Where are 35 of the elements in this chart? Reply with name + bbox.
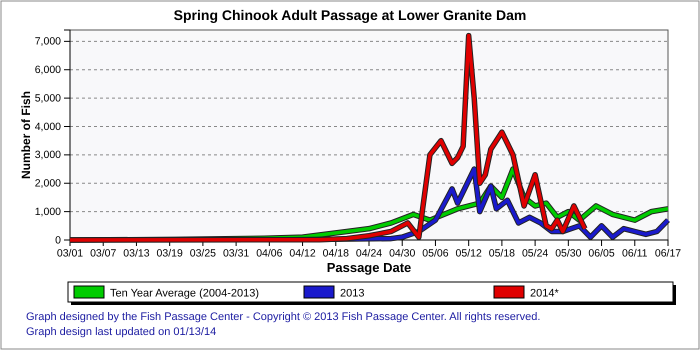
x-tick-label: 03/25 bbox=[190, 247, 216, 260]
x-tick-label: 05/06 bbox=[422, 247, 449, 260]
x-tick-label: 04/30 bbox=[389, 247, 416, 260]
x-axis-title: Passage Date bbox=[326, 260, 412, 275]
y-tick-label: 5,000 bbox=[34, 92, 62, 104]
y-tick-label: 6,000 bbox=[34, 64, 62, 76]
x-tick-label: 03/19 bbox=[156, 247, 183, 260]
x-tick-label: 05/24 bbox=[522, 247, 548, 260]
text: Graph designed by the Fish Passage Center - Copyright © 2013 Fish Passage Center. All rights reserved. bbox=[26, 311, 540, 323]
y-tick-label: 0 bbox=[55, 234, 62, 246]
y-tick-label: 1,000 bbox=[34, 206, 62, 218]
x-tick-label: 06/17 bbox=[654, 247, 682, 260]
x-tick-label: 03/13 bbox=[123, 247, 150, 260]
text: Graph design last updated on 01/13/14 bbox=[26, 326, 216, 338]
x-tick-label: 05/30 bbox=[555, 247, 582, 260]
x-tick-label: 04/06 bbox=[256, 247, 283, 260]
legend-label: 2014* bbox=[530, 288, 560, 300]
x-tick-label: 06/11 bbox=[622, 247, 648, 260]
y-tick-label: 4,000 bbox=[34, 120, 62, 133]
y-tick-label: 7,000 bbox=[34, 36, 62, 48]
x-tick-label: 03/01 bbox=[56, 247, 84, 260]
chart-title: Spring Chinook Adult Passage at Lower Granite Dam bbox=[174, 7, 526, 23]
x-tick-label: 06/05 bbox=[588, 247, 615, 260]
x-tick-label: 04/12 bbox=[289, 247, 316, 260]
x-tick-label: 05/12 bbox=[456, 247, 482, 260]
x-tick-label: 03/07 bbox=[90, 247, 117, 260]
legend-label: Ten Year Average (2004-2013) bbox=[110, 288, 260, 300]
y-axis-title: Number of Fish bbox=[19, 90, 33, 180]
x-tick-label: 05/18 bbox=[488, 247, 516, 260]
y-tick-label: 3,000 bbox=[34, 149, 62, 162]
legend-label: 2013 bbox=[340, 288, 364, 300]
y-tick-label: 2,000 bbox=[34, 178, 62, 190]
x-tick-label: 04/24 bbox=[356, 247, 382, 260]
x-tick-label: 04/18 bbox=[322, 247, 350, 260]
x-tick-label: 03/31 bbox=[222, 247, 250, 260]
